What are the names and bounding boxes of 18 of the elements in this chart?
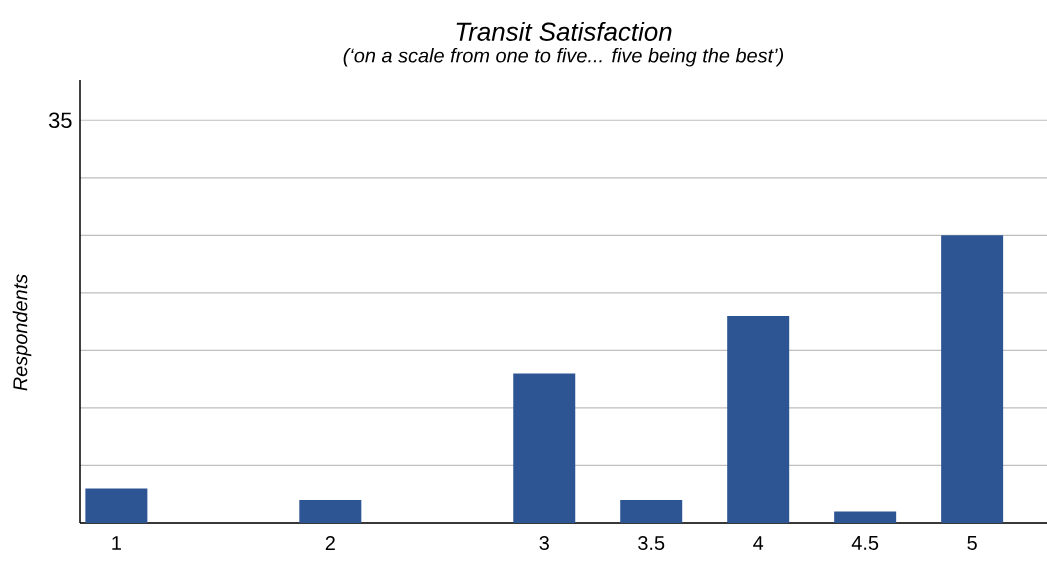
- bar: [727, 315, 790, 523]
- chart-subtitle: (‘on a scale from one to five... five being the best’): [343, 47, 784, 67]
- x-tick-label: 1: [112, 536, 121, 550]
- bar: [834, 511, 897, 523]
- bar: [513, 373, 576, 523]
- bar: [941, 235, 1004, 523]
- bar: [299, 499, 362, 523]
- x-tick-label: 4: [753, 536, 764, 550]
- y-axis-title: Respondents: [12, 274, 32, 391]
- x-tick-label: 4.5: [851, 536, 879, 550]
- chart-title: Transit Satisfaction: [456, 21, 672, 41]
- y-tick-label: 35: [48, 112, 72, 129]
- bar: [85, 488, 148, 523]
- x-tick-label: 2: [325, 536, 335, 550]
- x-tick-label: 3.5: [638, 535, 665, 551]
- x-tick-label: 3: [539, 535, 549, 551]
- x-tick-label: 5: [967, 536, 977, 550]
- bar: [620, 499, 683, 523]
